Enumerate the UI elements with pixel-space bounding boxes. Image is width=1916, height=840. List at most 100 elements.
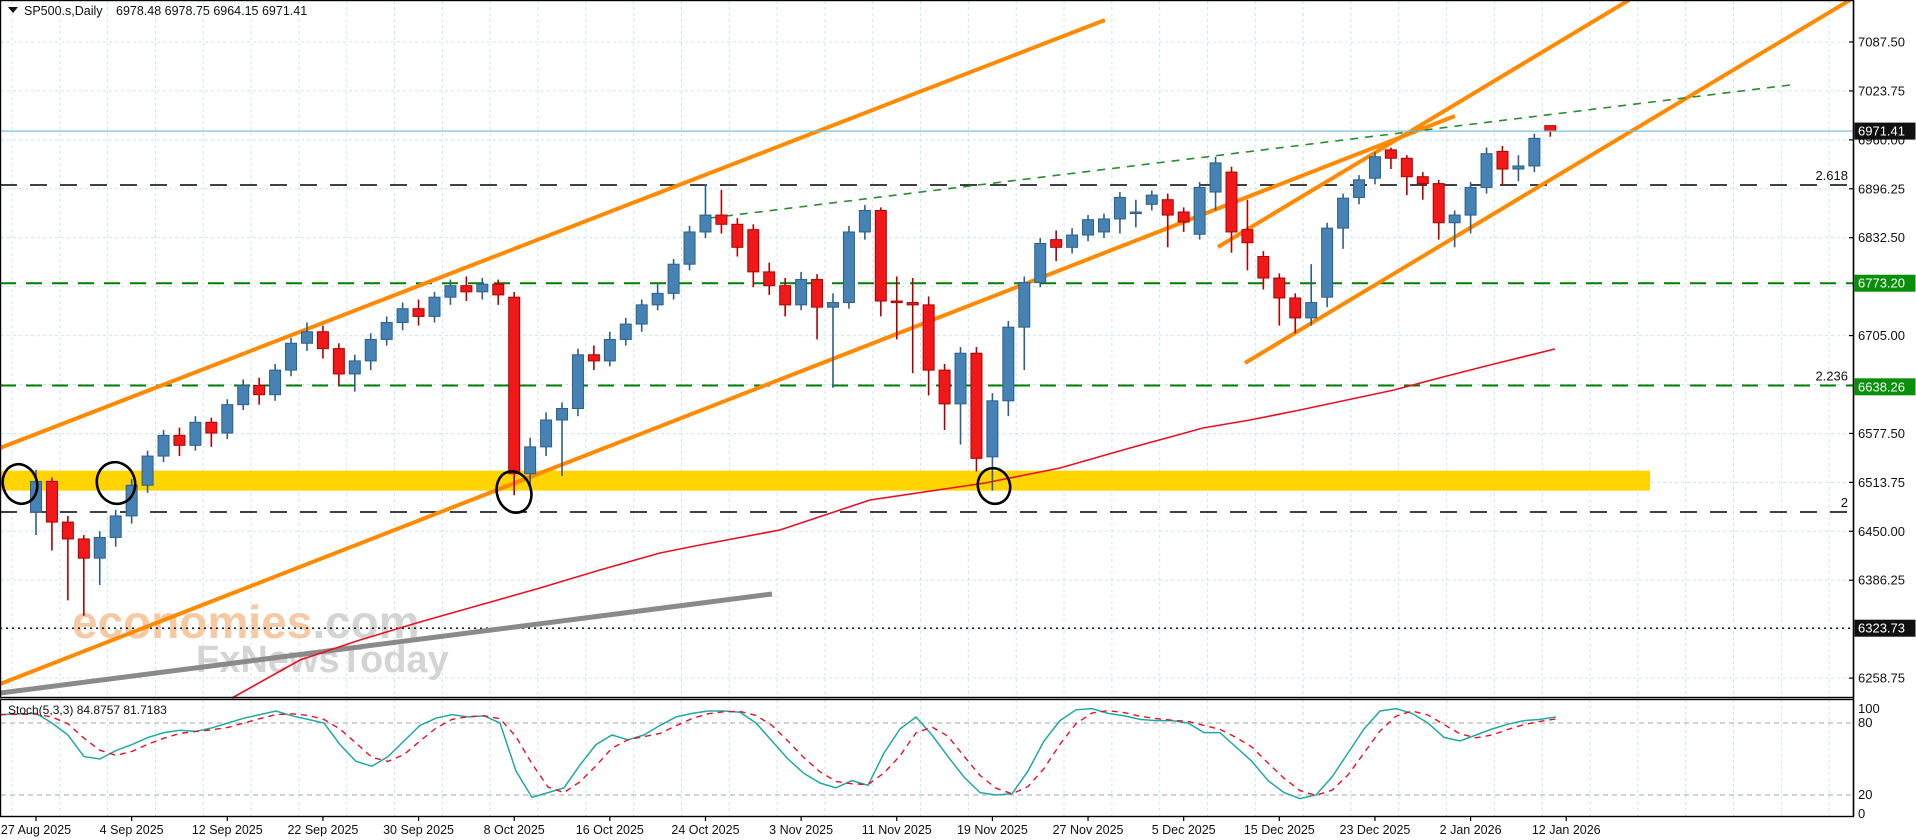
candle: [380, 316, 393, 346]
candle: [667, 258, 680, 300]
trendlines-layer[interactable]: [0, 0, 1852, 696]
candle: [699, 184, 712, 239]
price-axis-label: 6450.00: [1858, 524, 1905, 539]
stochastic-panel: [0, 707, 1853, 800]
fib-level-label: 2: [1841, 495, 1848, 510]
date-axis-label: 12 Jan 2026: [1532, 823, 1601, 837]
support-band: [0, 470, 1650, 491]
date-axis-label: 8 Oct 2025: [484, 823, 545, 837]
candle: [1082, 215, 1095, 242]
date-axis-label: 5 Dec 2025: [1152, 823, 1216, 837]
candle: [842, 225, 855, 309]
price-axis-label: 6386.25: [1858, 573, 1905, 588]
candle: [285, 337, 298, 377]
candle: [1209, 156, 1222, 211]
candle: [364, 333, 377, 371]
candle: [1416, 172, 1429, 200]
candle: [237, 379, 250, 411]
resistance-green-dashed[interactable]: [709, 84, 1791, 219]
candle: [460, 276, 473, 302]
badge-price-label: 6323.73: [1858, 621, 1905, 636]
candle: [763, 262, 776, 295]
candle: [1177, 207, 1190, 232]
badge-price-label: 6971.41: [1858, 124, 1905, 139]
candle: [1384, 147, 1397, 170]
chart-frame: [0, 0, 1855, 818]
support-touch-ellipse[interactable]: [491, 467, 536, 517]
candle: [1241, 199, 1254, 271]
candle: [141, 450, 154, 493]
gray-trendline[interactable]: [0, 591, 773, 696]
candle: [731, 218, 744, 257]
candle: [1097, 213, 1110, 239]
candle: [444, 279, 457, 305]
candle: [348, 354, 361, 392]
stoch-axis-label: 0: [1858, 806, 1865, 821]
candle: [1480, 147, 1493, 194]
candle: [332, 343, 345, 386]
candle: [651, 284, 664, 311]
date-axis-label: 19 Nov 2025: [957, 823, 1028, 837]
symbol-timeframe-label: SP500.s,Daily: [24, 4, 103, 18]
svg-text:FxNewsToday: FxNewsToday: [196, 639, 449, 681]
candle: [1496, 145, 1509, 186]
date-axis-label: 15 Dec 2025: [1244, 823, 1315, 837]
stoch-axis-label: 80: [1858, 715, 1872, 730]
price-axis-label: 6832.50: [1858, 230, 1905, 245]
candle: [811, 274, 824, 340]
candle: [1305, 264, 1318, 326]
channel-right-upper[interactable]: [1216, 0, 1631, 249]
candle: [954, 347, 967, 445]
candle: [1528, 133, 1541, 173]
candle: [1145, 190, 1158, 211]
support-touch-ellipse[interactable]: [973, 464, 1015, 508]
candle: [221, 399, 234, 440]
candle: [1129, 199, 1142, 228]
channel-left-lower[interactable]: [0, 114, 1456, 686]
candle: [476, 278, 489, 300]
price-badge: [1854, 619, 1916, 637]
candle: [1225, 166, 1238, 253]
candle: [715, 189, 728, 234]
candle: [1066, 228, 1079, 254]
date-axis-label: 4 Sep 2025: [100, 823, 164, 837]
candle: [1353, 175, 1366, 205]
annotation-ellipses[interactable]: [0, 457, 1015, 517]
grid-layer: [1, 1, 1853, 816]
price-axis-label: 7087.50: [1858, 35, 1905, 50]
support-touch-ellipse[interactable]: [0, 460, 42, 509]
candle: [205, 417, 218, 447]
candle: [1034, 238, 1047, 288]
candle: [253, 377, 266, 405]
date-axis-label: 24 Oct 2025: [671, 823, 739, 837]
candle: [1050, 230, 1063, 262]
fib-level-label: 2.618: [1815, 168, 1848, 183]
candle: [795, 271, 808, 311]
fibonacci-levels-layer: 2.618 2.236 2: [0, 168, 1853, 629]
channel-right-lower[interactable]: [1243, 0, 1852, 365]
candle: [428, 291, 441, 323]
date-axis-label: 30 Sep 2025: [383, 823, 454, 837]
candle: [1257, 251, 1270, 290]
candle: [93, 531, 106, 586]
candle: [1289, 293, 1302, 334]
channel-left-upper[interactable]: [0, 18, 1106, 450]
date-axis[interactable]: 27 Aug 2025 4 Sep 2025 12 Sep 2025 22 Sep 2…: [1, 816, 1601, 837]
candle: [173, 427, 186, 457]
candle: [556, 402, 569, 477]
stochastic-indicator-label: Stoch(5,3,3) 84.8757 81.7183: [8, 703, 167, 717]
candle: [1448, 210, 1461, 248]
price-axis-label: 6705.00: [1858, 328, 1905, 343]
moving-average-line: [231, 348, 1556, 699]
date-axis-label: 23 Dec 2025: [1340, 823, 1411, 837]
symbol-dropdown-icon[interactable]: [8, 7, 18, 13]
support-touch-ellipse[interactable]: [91, 457, 140, 509]
candle: [874, 207, 887, 317]
candle: [890, 276, 903, 340]
candle: [1193, 182, 1206, 240]
candle: [412, 299, 425, 326]
candle: [571, 348, 584, 417]
candle: [922, 296, 935, 396]
